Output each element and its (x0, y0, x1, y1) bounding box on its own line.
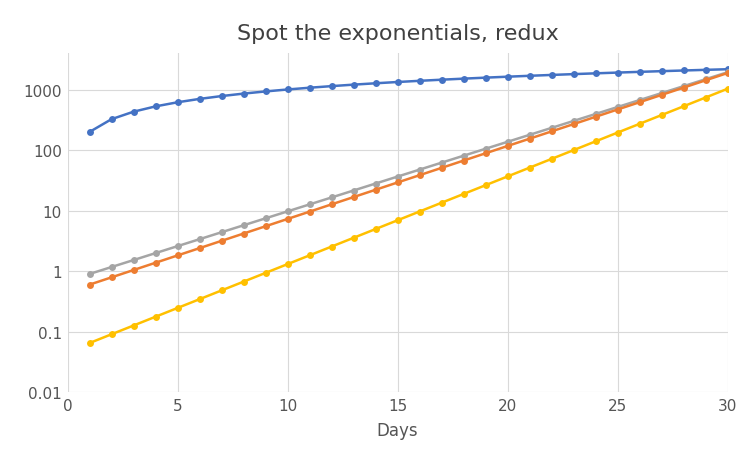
Title: Spot the exponentials, redux: Spot the exponentials, redux (237, 24, 558, 44)
X-axis label: Days: Days (376, 421, 419, 439)
